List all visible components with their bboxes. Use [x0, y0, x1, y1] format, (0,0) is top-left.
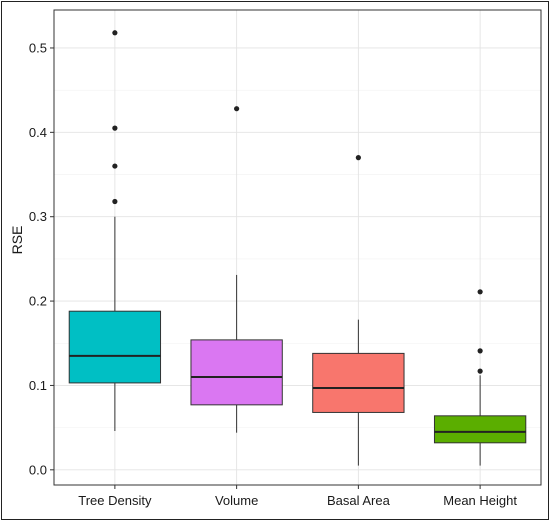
outlier-point — [355, 155, 361, 161]
axes: 0.0 0.1 0.2 0.3 0.4 0.5 Tree Density Volume Basa… — [29, 40, 517, 508]
x-tick-label: Basal Area — [327, 493, 391, 508]
box-mean-height — [433, 289, 527, 466]
y-tick-label: 0.0 — [29, 462, 47, 477]
outlier-point — [112, 198, 118, 205]
iqr-box — [312, 352, 405, 413]
y-tick-label: 0.3 — [29, 209, 47, 224]
outlier-point — [112, 30, 118, 36]
iqr-box — [190, 339, 283, 406]
outlier-point — [477, 348, 483, 354]
iqr-box — [433, 415, 527, 444]
x-tick-label: Volume — [215, 493, 258, 508]
y-axis-title: RSE — [9, 226, 25, 255]
plot-panel-border — [53, 9, 542, 486]
outlier-point — [477, 368, 483, 374]
y-tick-label: 0.1 — [29, 378, 47, 393]
boxes — [68, 30, 527, 466]
y-tick-label: 0.4 — [29, 125, 47, 140]
outlier-point — [477, 289, 483, 295]
outlier-point — [112, 163, 118, 169]
box-basal-area — [312, 155, 405, 466]
outlier-point — [112, 125, 118, 131]
x-tick-label: Tree Density — [78, 493, 152, 508]
box-tree-density — [68, 30, 162, 432]
outlier-point — [234, 106, 240, 112]
x-tick-label: Mean Height — [443, 493, 517, 508]
iqr-box — [68, 310, 162, 384]
y-tick-label: 0.2 — [29, 294, 47, 309]
y-tick-label: 0.5 — [29, 40, 47, 55]
box-volume — [190, 106, 283, 433]
